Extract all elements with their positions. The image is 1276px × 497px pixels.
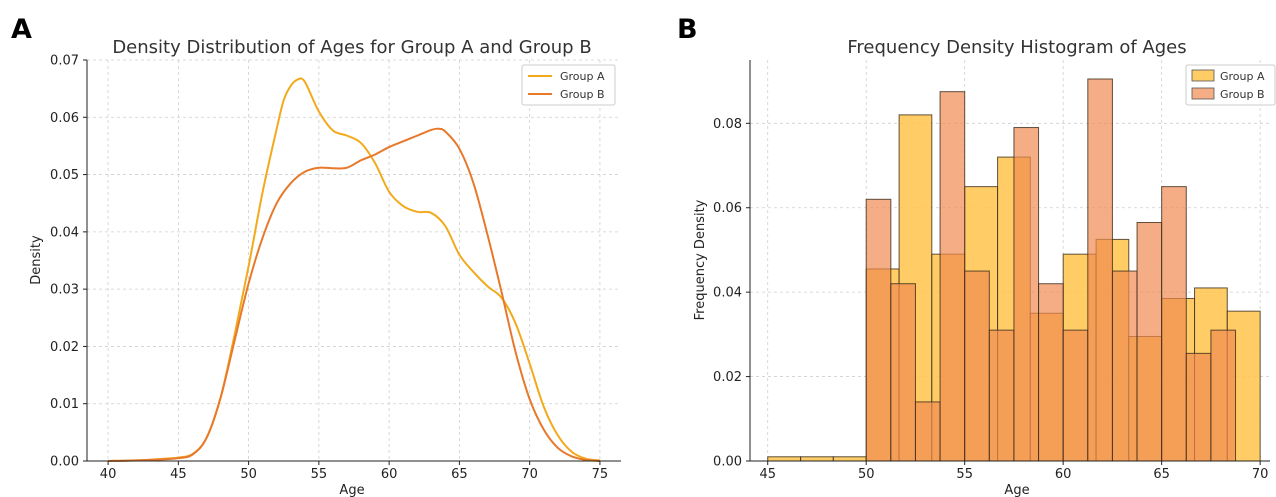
- panel-a-lines: [108, 77, 601, 462]
- x-tick-label: 60: [1055, 467, 1072, 482]
- hist-bar-group-b: [939, 91, 966, 462]
- hist-bar-group-b: [890, 283, 916, 462]
- panel-a-x-ticks: 40 45 50 55 60 65 70 75: [100, 461, 608, 482]
- x-tick-label: 55: [956, 467, 973, 482]
- panel-a: A Density Distribution of Ages for Group…: [11, 14, 621, 497]
- y-tick-label: 0.05: [50, 168, 79, 183]
- y-tick-label: 0.04: [713, 286, 742, 301]
- y-tick-label: 0.06: [713, 201, 742, 216]
- hist-bar-group-b: [1210, 329, 1237, 462]
- hist-bar-group-a: [832, 456, 867, 462]
- hist-bar-group-b: [914, 401, 941, 462]
- panel-a-grid: [87, 59, 621, 461]
- hist-bar-group-a: [800, 456, 834, 462]
- panel-b-y-label: Frequency Density: [693, 199, 708, 320]
- legend-label-group-a: Group A: [1220, 70, 1265, 83]
- panel-b-letter: B: [677, 14, 698, 45]
- y-tick-label: 0.02: [50, 340, 79, 355]
- y-tick-label: 0.02: [713, 370, 742, 385]
- x-tick-label: 60: [381, 467, 398, 482]
- y-tick-label: 0.07: [50, 54, 79, 69]
- panel-b-y-ticks: 0.00 0.02 0.04 0.06 0.08: [713, 117, 750, 470]
- x-tick-label: 70: [1252, 467, 1269, 482]
- legend-label-group-a: Group A: [560, 70, 605, 83]
- y-tick-label: 0.03: [50, 283, 79, 298]
- panel-b-bars-group-b: [865, 78, 1237, 462]
- x-tick-label: 65: [451, 467, 468, 482]
- hist-bar-group-b: [988, 329, 1015, 462]
- y-tick-label: 0.08: [713, 117, 742, 132]
- panel-a-letter: A: [11, 14, 32, 45]
- x-tick-label: 50: [858, 467, 875, 482]
- x-tick-label: 50: [240, 467, 257, 482]
- series-line-group-b: [108, 127, 601, 462]
- legend-swatch-group-a: [1191, 69, 1215, 82]
- legend-label-group-b: Group B: [1220, 88, 1265, 101]
- panel-a-y-label: Density: [29, 235, 44, 285]
- y-tick-label: 0.00: [50, 455, 79, 470]
- panel-a-legend: Group A Group B: [521, 64, 616, 106]
- hist-bar-group-b: [1062, 329, 1089, 462]
- panel-b-x-ticks: 45 50 55 60 65 70: [759, 461, 1268, 482]
- hist-bar-group-b: [865, 198, 892, 462]
- panel-a-x-label: Age: [339, 483, 364, 497]
- hist-bar-group-b: [1013, 127, 1040, 462]
- y-tick-label: 0.01: [50, 397, 79, 412]
- hist-bar-group-b: [1111, 270, 1138, 462]
- x-tick-label: 55: [311, 467, 328, 482]
- y-tick-label: 0.00: [713, 455, 742, 470]
- hist-bar-group-b: [964, 270, 990, 462]
- hist-bar-group-b: [1161, 186, 1187, 462]
- x-tick-label: 70: [521, 467, 538, 482]
- panel-a-y-ticks: 0.00 0.01 0.02 0.03 0.04 0.05 0.06 0.07: [50, 54, 87, 470]
- panel-b: B Frequency Density Histogram of Ages 45…: [677, 14, 1276, 497]
- x-tick-label: 45: [170, 467, 187, 482]
- y-tick-label: 0.04: [50, 225, 79, 240]
- legend-swatch-group-b: [1191, 87, 1215, 100]
- x-tick-label: 75: [592, 467, 609, 482]
- hist-bar-group-b: [1136, 222, 1163, 462]
- legend-label-group-b: Group B: [560, 88, 605, 101]
- x-tick-label: 40: [100, 467, 117, 482]
- panel-a-title: Density Distribution of Ages for Group A…: [112, 37, 591, 58]
- x-tick-label: 65: [1153, 467, 1170, 482]
- hist-bar-group-b: [1038, 283, 1064, 462]
- panel-b-title: Frequency Density Histogram of Ages: [847, 37, 1186, 58]
- y-tick-label: 0.06: [50, 111, 79, 126]
- panel-b-legend: Group A Group B: [1185, 64, 1276, 106]
- hist-bar-group-b: [1087, 78, 1113, 462]
- hist-bar-group-a: [767, 456, 802, 462]
- panel-b-x-label: Age: [1004, 483, 1029, 497]
- hist-bar-group-b: [1185, 352, 1212, 462]
- x-tick-label: 45: [759, 467, 776, 482]
